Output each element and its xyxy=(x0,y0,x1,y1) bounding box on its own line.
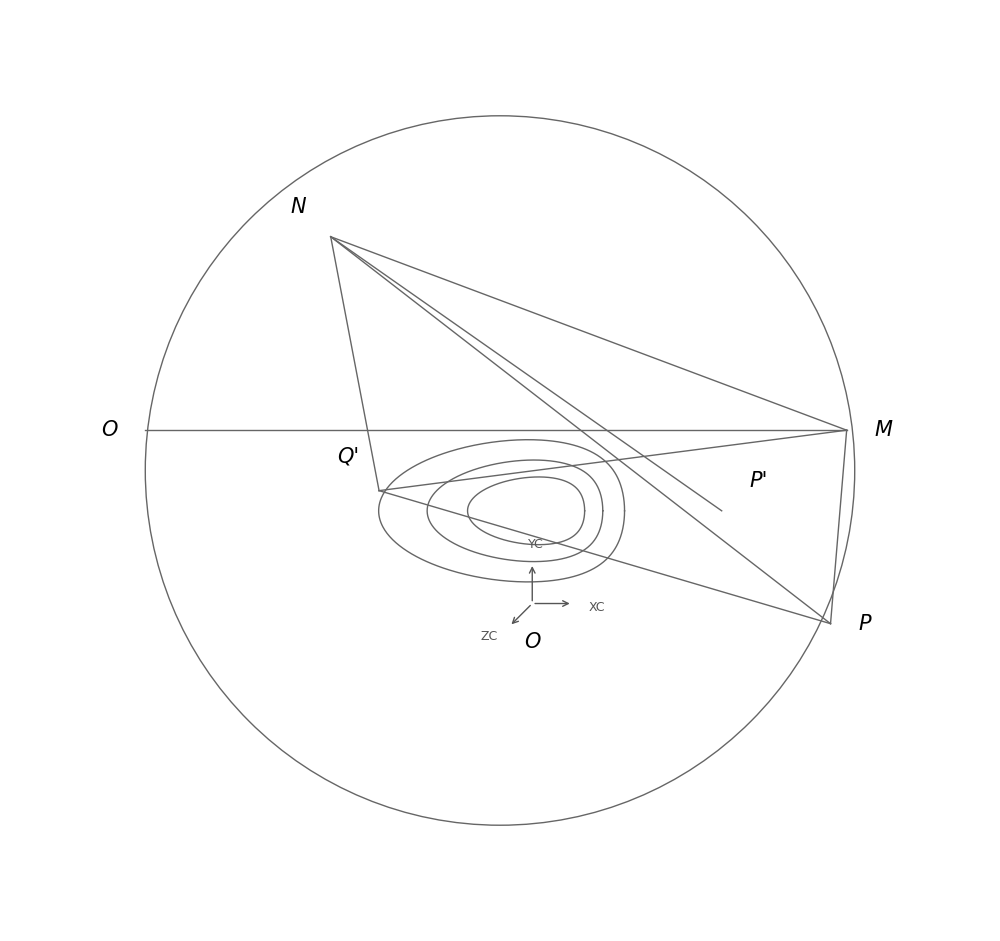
Text: P': P' xyxy=(750,470,768,490)
Text: YC: YC xyxy=(528,538,544,551)
Text: P: P xyxy=(859,614,871,633)
Text: Q': Q' xyxy=(337,446,359,467)
Text: M: M xyxy=(875,421,893,440)
Text: O: O xyxy=(524,631,540,652)
Text: XC: XC xyxy=(589,601,605,614)
Text: O: O xyxy=(101,421,117,440)
Text: ZC: ZC xyxy=(480,630,497,644)
Text: N: N xyxy=(291,197,307,216)
